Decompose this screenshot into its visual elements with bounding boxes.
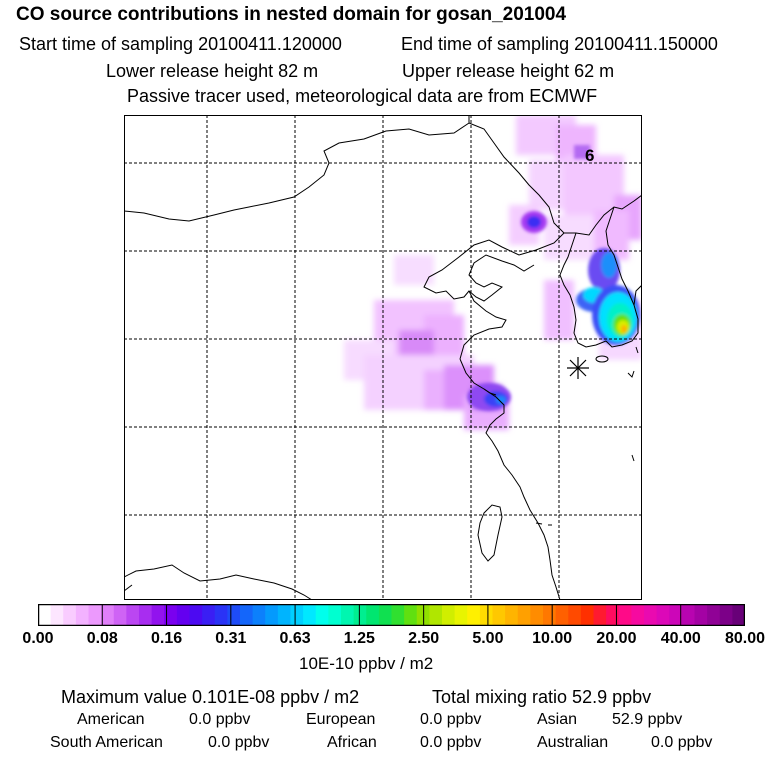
station-number: 6 [585, 146, 594, 165]
african-label: African [327, 734, 377, 751]
colorbar-tick-label: 0.00 [22, 630, 54, 647]
colorbar [38, 604, 745, 626]
american-label: American [77, 711, 145, 728]
colorbar-cell [606, 604, 620, 626]
colorbar-tick-label: 0.08 [86, 630, 118, 647]
colorbar-tick-label: 0.63 [279, 630, 311, 647]
colorbar-cell [530, 604, 544, 626]
colorbar-cell [505, 604, 519, 626]
colorbar-cell [303, 604, 317, 626]
colorbar-cell [694, 604, 708, 626]
tracer-note: Passive tracer used, meteorological data… [127, 86, 598, 106]
colorbar-cell [580, 604, 595, 626]
colorbar-cell [543, 604, 557, 626]
colorbar-cell [391, 604, 405, 626]
colorbar-cell [669, 604, 683, 626]
colorbar-cell [277, 604, 292, 626]
colorbar-tick-label: 10.00 [532, 630, 573, 647]
south-american-label: South American [50, 734, 163, 751]
colorbar-cell [454, 604, 468, 626]
colorbar-cell [63, 604, 77, 626]
american-value: 0.0 ppbv [189, 711, 251, 728]
african-value: 0.0 ppbv [420, 734, 482, 751]
colorbar-cell [139, 604, 153, 626]
colorbar-cell [366, 604, 380, 626]
lower-release-height: Lower release height 82 m [106, 61, 319, 81]
asian-value: 52.9 ppbv [612, 711, 683, 728]
colorbar-cell [631, 604, 645, 626]
colorbar-cell [240, 604, 254, 626]
colorbar-tick-label: 20.00 [596, 630, 637, 647]
colorbar-cell [555, 604, 569, 626]
upper-release-height: Upper release height 62 m [402, 61, 615, 81]
total-mixing-ratio: Total mixing ratio 52.9 ppbv [432, 687, 652, 707]
maximum-value: Maximum value 0.101E-08 ppbv / m2 [61, 687, 360, 707]
colorbar-tick-label: 40.00 [660, 630, 701, 647]
colorbar-cell [227, 604, 241, 626]
colorbar-cell [644, 604, 658, 626]
colorbar-tick-label: 2.50 [408, 630, 440, 647]
colorbar-cell [681, 604, 696, 626]
colorbar-cell [151, 604, 165, 626]
colorbar-cell [252, 604, 266, 626]
colorbar-cell [404, 604, 418, 626]
colorbar-cell [492, 604, 506, 626]
colorbar-cell [101, 604, 115, 626]
concentration-hotspots [467, 145, 640, 411]
colorbar-cell [126, 604, 140, 626]
australian-value: 0.0 ppbv [651, 734, 713, 751]
colorbar-cell [38, 604, 52, 626]
colorbar-cell [265, 604, 279, 626]
asterisk-marker [567, 357, 589, 379]
colorbar-tick-label: 80.00 [724, 630, 766, 647]
colorbar-cell [378, 604, 393, 626]
colorbar-cell [202, 604, 216, 626]
colorbar-cell [442, 604, 456, 626]
figure-title: CO source contributions in nested domain… [16, 4, 567, 25]
colorbar-cell [189, 604, 203, 626]
colorbar-cell [732, 604, 745, 626]
australian-label: Australian [537, 734, 609, 751]
colorbar-cell [707, 604, 721, 626]
colorbar-cell [113, 604, 127, 626]
colorbar-cell [467, 604, 481, 626]
colorbar-tick-label: 1.25 [343, 630, 375, 647]
colorbar-cell [618, 604, 632, 626]
colorbar-cell [656, 604, 670, 626]
european-value: 0.0 ppbv [420, 711, 482, 728]
colorbar-tick-label: 5.00 [472, 630, 504, 647]
colorbar-cell [75, 604, 90, 626]
end-time: End time of sampling 20100411.150000 [401, 34, 718, 54]
colorbar-cell [429, 604, 443, 626]
colorbar-cell [290, 604, 304, 626]
colorbar-cell [50, 604, 64, 626]
colorbar-cell [479, 604, 494, 626]
colorbar-cell [341, 604, 355, 626]
colorbar-tick-label: 0.31 [215, 630, 247, 647]
colorbar-cell [593, 604, 607, 626]
colorbar-cell [176, 604, 191, 626]
colorbar-tick-label: 0.16 [150, 630, 183, 647]
start-time: Start time of sampling 20100411.120000 [19, 34, 342, 54]
south-american-value: 0.0 ppbv [208, 734, 270, 751]
colorbar-cell [88, 604, 102, 626]
asian-label: Asian [537, 711, 578, 728]
map-panel: 6 [124, 115, 642, 600]
colorbar-cell [328, 604, 342, 626]
colorbar-cell [214, 604, 228, 626]
coastlines [124, 115, 642, 600]
colorbar-cell [719, 604, 733, 626]
european-label: European [306, 711, 376, 728]
colorbar-cell [568, 604, 582, 626]
colorbar-cell [517, 604, 531, 626]
colorbar-cell [353, 604, 367, 626]
colorbar-unit-label: 10E-10 ppbv / m2 [299, 654, 434, 673]
colorbar-cell [315, 604, 329, 626]
colorbar-cell [164, 604, 178, 626]
